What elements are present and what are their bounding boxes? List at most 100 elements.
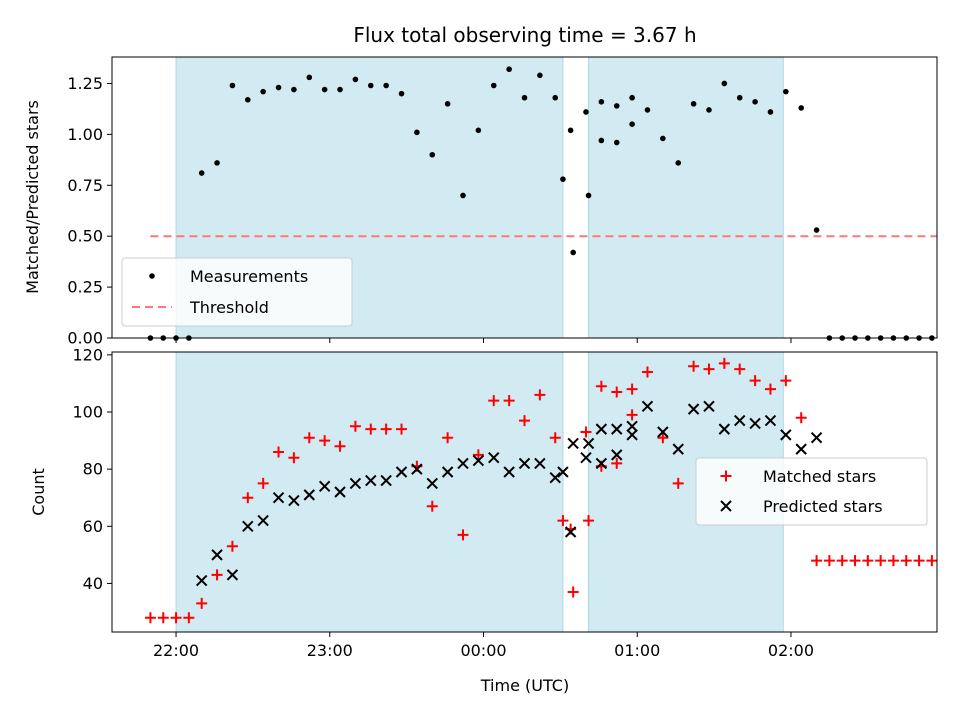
data-point: [460, 192, 466, 199]
data-point: [318, 480, 331, 492]
data-point: [626, 420, 638, 432]
data-point: [688, 360, 700, 372]
data-point: [334, 440, 346, 452]
data-point: [810, 432, 823, 444]
data-point: [706, 107, 712, 113]
data-point: [887, 555, 899, 567]
data-point: [144, 612, 156, 624]
data-point: [595, 457, 608, 470]
data-point: [457, 529, 469, 541]
data-point: [736, 94, 743, 101]
data-point: [560, 176, 566, 182]
x-axis-label: Time (UTC): [480, 676, 569, 695]
data-point: [611, 386, 623, 398]
data-point: [567, 586, 579, 598]
data-point: [442, 432, 454, 444]
data-point: [718, 423, 731, 435]
data-point: [395, 466, 408, 478]
data-point: [913, 555, 925, 567]
data-point: [811, 555, 823, 567]
data-point: [626, 429, 638, 441]
y-tick-label: 120: [72, 345, 103, 364]
data-point: [414, 129, 420, 136]
x-tick-label: 01:00: [614, 641, 660, 660]
data-point: [585, 192, 592, 199]
data-point: [734, 414, 746, 427]
data-point: [595, 423, 608, 435]
data-point: [900, 555, 912, 567]
data-point: [226, 569, 239, 581]
data-point: [549, 432, 561, 444]
legend-marker-predicted: [720, 500, 732, 512]
data-point: [349, 477, 362, 490]
data-point: [334, 486, 346, 498]
data-point: [780, 429, 792, 441]
data-point: [629, 121, 635, 127]
data-point: [703, 400, 715, 412]
shaded-interval: [175, 351, 564, 633]
data-point: [303, 432, 315, 444]
data-point: [672, 443, 684, 455]
data-point: [703, 363, 715, 375]
data-point: [641, 400, 654, 412]
data-point: [226, 540, 238, 552]
data-point: [780, 375, 792, 387]
data-point: [244, 96, 251, 103]
y-tick-label: 1.00: [67, 125, 103, 144]
data-point: [675, 160, 682, 166]
data-point: [749, 375, 761, 387]
data-point: [552, 94, 559, 101]
data-point: [198, 170, 205, 176]
legend-label-predicted: Predicted stars: [763, 497, 883, 516]
chart-title: Flux total observing time = 3.67 h: [353, 23, 696, 47]
data-point: [365, 423, 377, 435]
data-point: [557, 466, 569, 478]
data-point: [257, 514, 269, 527]
data-point: [503, 466, 515, 478]
data-point: [396, 423, 408, 435]
data-point: [795, 412, 807, 424]
data-point: [641, 366, 653, 378]
data-point: [690, 101, 697, 107]
data-point: [718, 357, 730, 369]
data-point: [411, 463, 423, 475]
data-point: [557, 515, 569, 527]
legend-box: [121, 257, 353, 327]
data-point: [518, 457, 531, 470]
data-point: [506, 66, 512, 73]
top-panel: 0.00 0.25 0.50 0.75 1.00 1.25 Measurements Thre…: [67, 56, 938, 348]
data-point: [488, 395, 500, 407]
data-point: [260, 88, 266, 95]
data-point: [926, 555, 938, 567]
data-point: [319, 435, 331, 447]
data-point: [764, 414, 777, 427]
axes-frame: [111, 351, 938, 633]
data-point: [196, 597, 208, 609]
y-tick-label: 0.50: [67, 227, 103, 246]
data-point: [583, 515, 595, 527]
data-point: [598, 137, 605, 144]
legend-label-threshold: Threshold: [189, 298, 269, 317]
data-point: [380, 423, 392, 435]
data-point: [472, 449, 484, 461]
data-point: [490, 82, 497, 89]
data-point: [611, 449, 623, 461]
data-point: [380, 474, 392, 487]
y-tick-label: 0.75: [67, 176, 103, 195]
x-tick-label: 02:00: [768, 641, 814, 660]
data-point: [272, 492, 285, 504]
data-point: [767, 109, 774, 115]
data-point: [549, 472, 561, 484]
data-point: [365, 474, 377, 487]
data-point: [626, 383, 638, 395]
y-tick-label: 0.25: [67, 278, 103, 297]
data-point: [472, 454, 485, 467]
data-point: [321, 86, 328, 93]
data-point: [660, 135, 666, 142]
data-point: [303, 489, 315, 501]
data-point: [570, 249, 576, 256]
y-tick-label: 1.25: [67, 74, 103, 93]
data-point: [657, 426, 669, 438]
data-point: [349, 420, 361, 432]
legend-marker-measurements: [149, 273, 155, 279]
